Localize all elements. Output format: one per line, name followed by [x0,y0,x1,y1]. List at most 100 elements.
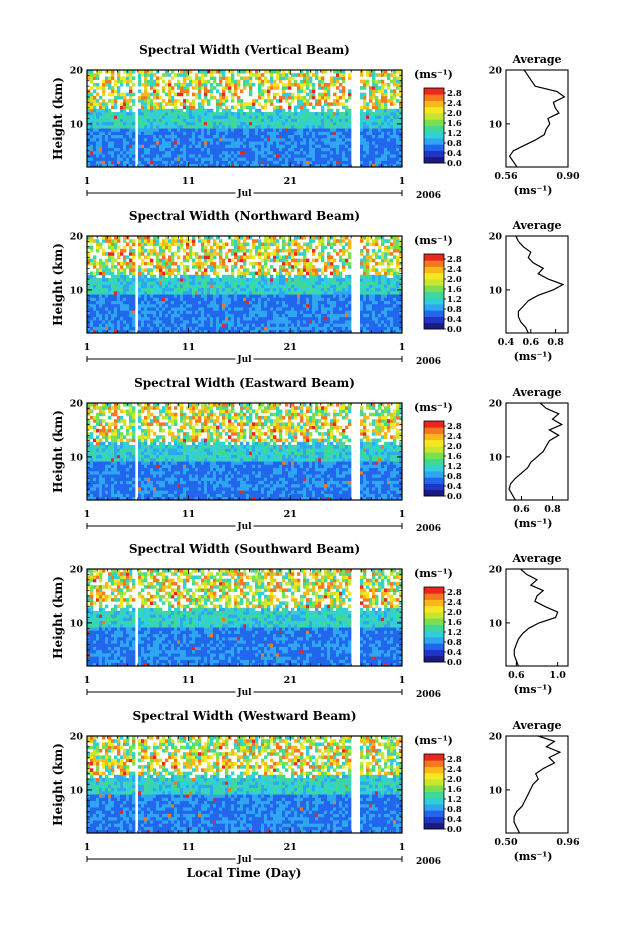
heatmap-cell [201,329,205,334]
heatmap-cell [276,307,280,311]
heatmap-cell [195,297,199,302]
heatmap-cell [252,128,256,132]
heatmap-cell [366,115,370,119]
heatmap-cell [237,150,241,155]
heatmap-cell [201,115,205,119]
heatmap-cell [306,258,310,263]
heatmap-cell [333,274,337,279]
heatmap-cell [102,157,106,161]
heatmap-cell [291,294,295,298]
heatmap-cell [258,255,262,259]
heatmap-cell [321,118,325,123]
heatmap-cell [168,92,172,97]
heatmap-cell [96,329,100,334]
heatmap-cell [276,160,280,165]
heatmap-cell [219,163,223,168]
heatmap-cell [384,134,388,139]
heatmap-cell [336,141,340,145]
heatmap-cell [96,310,100,314]
heatmap-cell [282,287,286,292]
heatmap-cell [348,252,352,256]
heatmap-cell [99,115,103,119]
heatmap-cell [174,261,178,266]
heatmap-cell [360,73,364,77]
heatmap-cell [306,265,310,269]
heatmap-cell [246,137,250,142]
heatmap-cell [186,89,190,93]
heatmap-cell [105,239,109,243]
heatmap-cell [129,329,133,334]
heatmap-cell [387,121,391,126]
heatmap-cell [93,261,97,266]
heatmap-cell [336,323,340,327]
heatmap-cell [201,242,205,247]
heatmap-cell [93,278,97,282]
heatmap-cell [120,252,124,256]
heatmap-cell [132,313,136,318]
heatmap-cell [102,128,106,132]
heatmap-cell [282,284,286,289]
heatmap-cell [279,307,283,311]
heatmap-cell [342,154,346,158]
heatmap-cell [108,245,112,250]
heatmap-cell [93,323,97,327]
heatmap-cell [243,134,247,139]
heatmap-cell [144,320,148,324]
heatmap-cell [318,112,322,116]
heatmap-cell [264,248,268,253]
heatmap-cell [345,323,349,327]
heatmap-cell [306,102,310,106]
heatmap-cell [129,239,133,243]
heatmap-cell [99,303,103,308]
heatmap-cell [345,137,349,142]
heatmap-cell [360,124,364,129]
heatmap-cell [189,137,193,142]
heatmap-cell [219,95,223,100]
heatmap-cell [108,294,112,298]
heatmap-cell [324,297,328,302]
heatmap-cell [171,154,175,158]
heatmap-cell [312,236,316,240]
heatmap-cell [300,121,304,126]
heatmap-cell [399,144,403,148]
heatmap-cell [114,313,118,318]
heatmap-cell [102,92,106,97]
heatmap-cell [336,154,340,158]
heatmap-cell [363,255,367,259]
heatmap-cell [171,95,175,100]
heatmap-cell [246,271,250,276]
heatmap-cell [309,320,313,324]
heatmap-cell [273,92,277,97]
heatmap-cell [336,70,340,74]
heatmap-cell [312,278,316,282]
heatmap-cell [264,118,268,123]
heatmap-cell [183,284,187,289]
heatmap-cell [132,261,136,266]
heatmap-cell [126,278,130,282]
heatmap-cell [153,102,157,106]
heatmap-cell [270,323,274,327]
heatmap-cell [183,144,187,148]
heatmap-cell [249,326,253,331]
heatmap-cell [180,121,184,126]
heatmap-cell [225,252,229,256]
heatmap-cell [297,144,301,148]
heatmap-cell [198,128,202,132]
heatmap-cell [210,281,214,285]
heatmap-cell [132,76,136,81]
heatmap-cell [279,118,283,123]
heatmap-cell [369,89,373,93]
heatmap-cell [183,248,187,253]
heatmap-cell [168,281,172,285]
heatmap-cell [219,150,223,155]
heatmap-cell [297,160,301,165]
heatmap-cell [180,144,184,148]
heatmap-cell [153,265,157,269]
heatmap-cell [114,160,118,165]
heatmap-cell [381,82,385,87]
heatmap-cell [321,294,325,298]
heatmap-cell [195,265,199,269]
heatmap-cell [183,137,187,142]
heatmap-cell [228,79,232,84]
heatmap-cell [339,284,343,289]
